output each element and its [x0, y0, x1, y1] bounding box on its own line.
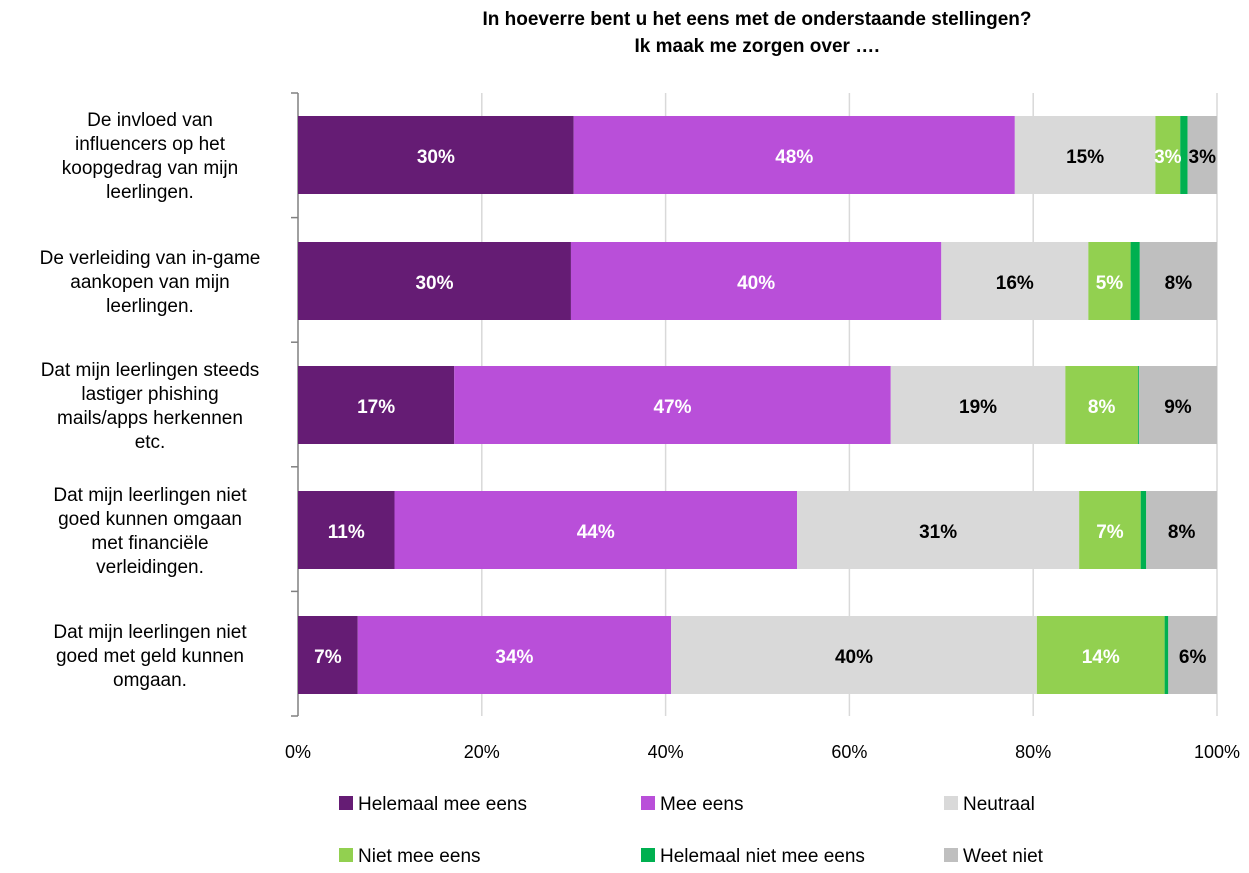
legend-swatch: [944, 848, 958, 862]
category-label: leerlingen.: [106, 296, 194, 317]
category-label: De verleiding van in-game: [40, 248, 261, 269]
category-label: met financiële: [91, 533, 208, 554]
category-label: lastiger phishing: [81, 384, 218, 405]
data-label: 30%: [415, 273, 453, 294]
data-label: 14%: [1082, 647, 1120, 668]
category-label: leerlingen.: [106, 182, 194, 203]
legend-label: Weet niet: [963, 846, 1044, 867]
category-label: Dat mijn leerlingen niet: [53, 485, 247, 506]
data-label: 11%: [328, 522, 365, 543]
data-label: 6%: [1179, 647, 1207, 668]
y-axis: [291, 93, 298, 716]
data-label: 31%: [919, 522, 957, 543]
category-label: Dat mijn leerlingen steeds: [41, 360, 260, 381]
data-label: 8%: [1168, 522, 1196, 543]
category-label: verleidingen.: [96, 557, 204, 578]
data-label: 40%: [737, 273, 775, 294]
x-tick-label: 20%: [464, 742, 500, 762]
data-label: 3%: [1189, 147, 1217, 168]
data-label: 19%: [959, 397, 997, 418]
data-label: 17%: [357, 397, 395, 418]
legend: Helemaal mee eens Mee eens Neutraal Niet me…: [339, 794, 1044, 867]
legend-label: Neutraal: [963, 794, 1035, 815]
data-label: 8%: [1088, 397, 1116, 418]
data-label: 48%: [775, 147, 813, 168]
legend-swatch: [339, 796, 353, 810]
data-label: 7%: [314, 647, 342, 668]
category-label: koopgedrag van mijn: [62, 158, 238, 179]
x-tick-label: 60%: [831, 742, 867, 762]
category-label: mails/apps herkennen: [57, 408, 243, 429]
bars: 30% 48% 15% 3% 3% 30% 40% 16% 5% 8% 17% 47% 19% 8% 9% 1…: [298, 116, 1217, 694]
category-label: omgaan.: [113, 670, 187, 691]
data-label: 16%: [996, 273, 1034, 294]
data-label: 5%: [1096, 273, 1124, 294]
bar-segment: [1138, 366, 1139, 444]
data-label: 47%: [653, 397, 691, 418]
data-label: 8%: [1165, 273, 1193, 294]
chart-title-line-2: Ik maak me zorgen over ….: [635, 36, 880, 57]
legend-swatch: [641, 796, 655, 810]
legend-swatch: [944, 796, 958, 810]
x-tick-label: 40%: [648, 742, 684, 762]
category-label: De invloed van: [87, 110, 213, 131]
bar-segment: [1165, 616, 1169, 694]
category-label: etc.: [135, 432, 166, 453]
legend-label: Niet mee eens: [358, 846, 481, 867]
chart-title-line-1: In hoeverre bent u het eens met de onder…: [482, 9, 1031, 30]
data-label: 15%: [1066, 147, 1104, 168]
bar-segment: [1131, 242, 1140, 320]
data-label: 34%: [495, 647, 533, 668]
data-label: 30%: [417, 147, 455, 168]
data-label: 7%: [1096, 522, 1124, 543]
category-label: goed met geld kunnen: [56, 646, 244, 667]
category-label: Dat mijn leerlingen niet: [53, 622, 247, 643]
data-label: 44%: [577, 522, 615, 543]
data-label: 3%: [1154, 147, 1182, 168]
category-label: influencers op het: [75, 134, 226, 155]
legend-swatch: [641, 848, 655, 862]
x-tick-label: 100%: [1194, 742, 1240, 762]
legend-swatch: [339, 848, 353, 862]
legend-label: Mee eens: [660, 794, 743, 815]
legend-label: Helemaal niet mee eens: [660, 846, 865, 867]
x-tick-label: 0%: [285, 742, 311, 762]
legend-label: Helemaal mee eens: [358, 794, 527, 815]
data-label: 9%: [1164, 397, 1192, 418]
data-label: 40%: [835, 647, 873, 668]
category-label: aankopen van mijn: [70, 272, 230, 293]
category-label: goed kunnen omgaan: [58, 509, 242, 530]
x-tick-label: 80%: [1015, 742, 1051, 762]
bar-segment: [1141, 491, 1147, 569]
